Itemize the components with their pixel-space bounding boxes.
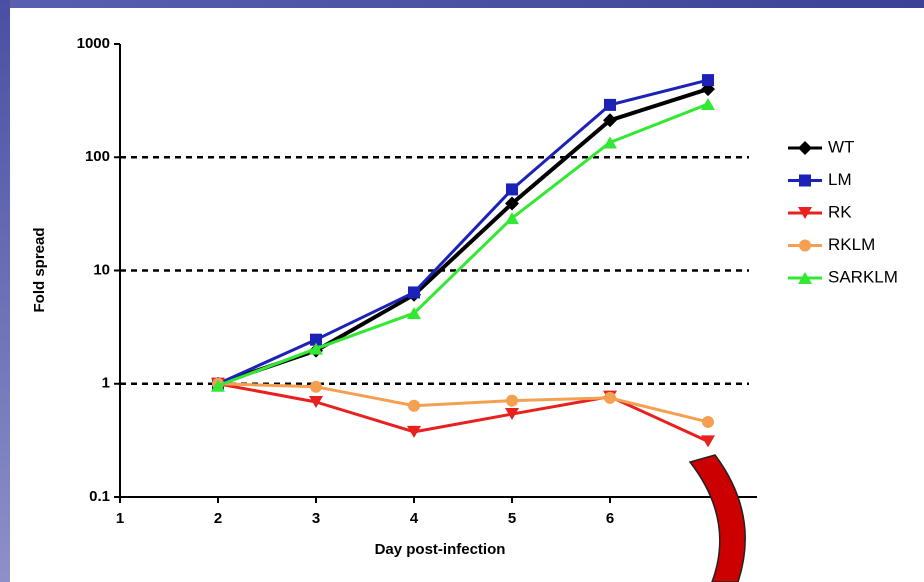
x-axis-title: Day post-infection <box>375 541 506 558</box>
marker <box>211 379 225 392</box>
marker <box>603 113 617 128</box>
x-tick-label: 1 <box>116 510 124 527</box>
legend-label: WT <box>828 137 854 156</box>
y-tick-label: 10 <box>93 261 110 278</box>
legend-label: SARKLM <box>828 267 898 286</box>
x-tick-label: 5 <box>508 510 516 527</box>
marker <box>505 408 519 421</box>
y-tick-label: 1000 <box>77 35 110 52</box>
marker <box>506 394 518 407</box>
marker <box>604 391 616 404</box>
marker <box>603 136 617 149</box>
y-tick-label: 100 <box>85 148 110 165</box>
series-line <box>217 78 709 386</box>
legend-label: RK <box>828 202 852 221</box>
marker <box>407 425 421 438</box>
marker <box>798 141 812 155</box>
x-tick-label: 6 <box>606 510 614 527</box>
marker <box>309 342 323 355</box>
y-tick-label: 0.1 <box>89 488 110 505</box>
marker <box>408 286 420 299</box>
x-tick-label: 4 <box>410 510 419 527</box>
series-line <box>217 382 709 443</box>
marker <box>702 415 714 428</box>
marker <box>310 380 322 393</box>
marker <box>408 399 420 412</box>
slide-band-top <box>0 0 924 8</box>
marker <box>799 239 811 252</box>
marker <box>798 272 812 284</box>
legend-label: LM <box>828 170 852 189</box>
series-line <box>217 382 709 424</box>
marker <box>701 98 715 111</box>
marker <box>310 333 322 346</box>
marker <box>309 396 323 409</box>
y-tick-label: 1 <box>102 375 110 392</box>
marker <box>799 174 811 187</box>
x-tick-label: 2 <box>214 510 222 527</box>
series-line <box>217 102 709 388</box>
x-tick-label: 3 <box>312 510 320 527</box>
marker <box>407 307 421 320</box>
marker <box>702 74 714 87</box>
marker <box>505 196 519 211</box>
marker <box>505 212 519 225</box>
legend-label: RKLM <box>828 235 875 254</box>
red-arrow-shape <box>688 454 746 582</box>
marker <box>798 207 812 219</box>
y-axis-title: Fold spread <box>31 227 48 312</box>
marker <box>604 98 616 111</box>
marker <box>701 435 715 448</box>
slide-band-left <box>0 0 10 582</box>
marker <box>506 183 518 196</box>
